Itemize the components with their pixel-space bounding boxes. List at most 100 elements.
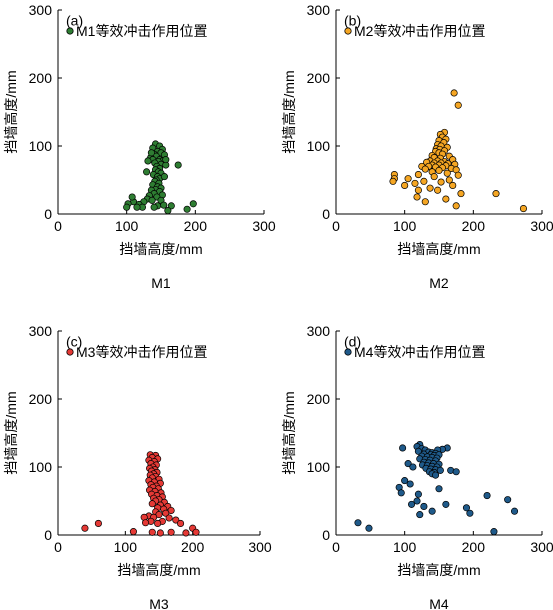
data-point xyxy=(174,161,182,169)
x-tick-label: 100 xyxy=(393,539,417,555)
data-point xyxy=(420,502,428,510)
data-point xyxy=(452,468,460,476)
y-axis-label: 挡墙高度/mm xyxy=(281,70,297,153)
x-axis-label: 挡墙高度/mm xyxy=(397,241,480,257)
data-point xyxy=(141,519,150,527)
data-point xyxy=(421,165,429,173)
data-point xyxy=(414,186,422,194)
data-point xyxy=(389,177,397,185)
x-tick-label: 0 xyxy=(54,539,62,555)
data-point xyxy=(148,196,156,204)
data-point xyxy=(406,480,414,488)
legend-marker xyxy=(66,348,74,356)
legend-label: M3等效冲击作用位置 xyxy=(76,344,207,360)
data-point xyxy=(81,524,89,532)
data-point xyxy=(156,529,164,537)
data-point xyxy=(123,203,131,211)
data-point xyxy=(435,485,443,493)
panel-caption: M3 xyxy=(149,596,169,610)
data-point xyxy=(411,179,419,187)
data-point xyxy=(492,190,500,198)
legend-label: M1等效冲击作用位置 xyxy=(76,23,207,39)
panel-label: (b) xyxy=(344,12,361,28)
data-point xyxy=(365,524,373,532)
data-point xyxy=(426,184,434,192)
y-tick-label: 300 xyxy=(29,323,53,339)
y-tick-label: 200 xyxy=(307,70,331,86)
data-point xyxy=(510,507,519,515)
data-point xyxy=(414,447,422,455)
data-point xyxy=(167,528,175,536)
data-point xyxy=(128,193,136,201)
data-point xyxy=(443,169,451,177)
panel-caption: M1 xyxy=(151,275,171,291)
y-tick-label: 100 xyxy=(307,138,331,154)
data-point xyxy=(414,171,422,179)
x-axis-label: 挡墙高度/mm xyxy=(119,241,202,257)
data-point xyxy=(401,181,409,189)
y-tick-label: 100 xyxy=(307,459,331,475)
data-point xyxy=(397,489,405,497)
x-tick-label: 100 xyxy=(115,218,139,234)
data-point xyxy=(462,504,471,512)
data-point xyxy=(449,181,457,189)
data-point xyxy=(421,198,429,206)
data-point xyxy=(483,492,491,500)
x-tick-label: 300 xyxy=(252,218,276,234)
data-point xyxy=(148,528,156,536)
data-point xyxy=(189,200,197,208)
data-point xyxy=(144,157,152,165)
y-tick-label: 0 xyxy=(44,206,52,222)
x-tick-label: 300 xyxy=(248,539,272,555)
x-tick-label: 0 xyxy=(332,539,340,555)
data-point xyxy=(147,149,155,157)
data-point xyxy=(416,511,424,519)
data-point xyxy=(407,500,416,508)
y-tick-label: 300 xyxy=(307,2,331,18)
data-point xyxy=(154,519,162,527)
x-tick-label: 300 xyxy=(530,539,553,555)
data-point xyxy=(133,203,141,211)
data-point xyxy=(129,528,137,536)
legend-label: M2等效冲击作用位置 xyxy=(354,23,485,39)
x-axis-label: 挡墙高度/mm xyxy=(117,562,200,578)
data-point xyxy=(413,193,421,201)
legend-marker xyxy=(66,27,74,35)
y-tick-label: 100 xyxy=(29,459,53,475)
data-point xyxy=(148,500,156,508)
data-point xyxy=(452,202,460,210)
x-axis-label: 挡墙高度/mm xyxy=(397,562,480,578)
data-point xyxy=(414,490,422,498)
y-tick-label: 0 xyxy=(44,527,52,543)
x-tick-label: 100 xyxy=(114,539,138,555)
data-point xyxy=(164,207,172,215)
y-tick-label: 200 xyxy=(307,391,331,407)
y-tick-label: 100 xyxy=(29,138,53,154)
data-point xyxy=(434,186,442,194)
data-point xyxy=(354,519,362,527)
panel-caption: M2 xyxy=(429,275,449,291)
x-tick-label: 200 xyxy=(184,218,208,234)
data-point xyxy=(466,509,474,517)
data-point xyxy=(504,496,512,504)
y-tick-label: 200 xyxy=(29,70,53,86)
data-point xyxy=(150,203,158,211)
data-point xyxy=(450,89,458,97)
data-point xyxy=(413,497,421,505)
data-point xyxy=(457,190,465,198)
data-point xyxy=(94,519,102,527)
data-point xyxy=(432,471,440,479)
y-tick-label: 0 xyxy=(322,527,330,543)
panel-label: (c) xyxy=(66,333,82,349)
x-tick-label: 0 xyxy=(54,218,62,234)
data-point xyxy=(436,466,444,474)
data-point xyxy=(420,177,428,185)
data-point xyxy=(442,195,450,203)
data-point xyxy=(172,516,180,524)
data-point xyxy=(435,166,443,175)
data-point xyxy=(167,202,175,210)
panel-caption: M4 xyxy=(429,596,449,610)
data-point xyxy=(399,444,407,452)
data-point xyxy=(165,514,173,522)
